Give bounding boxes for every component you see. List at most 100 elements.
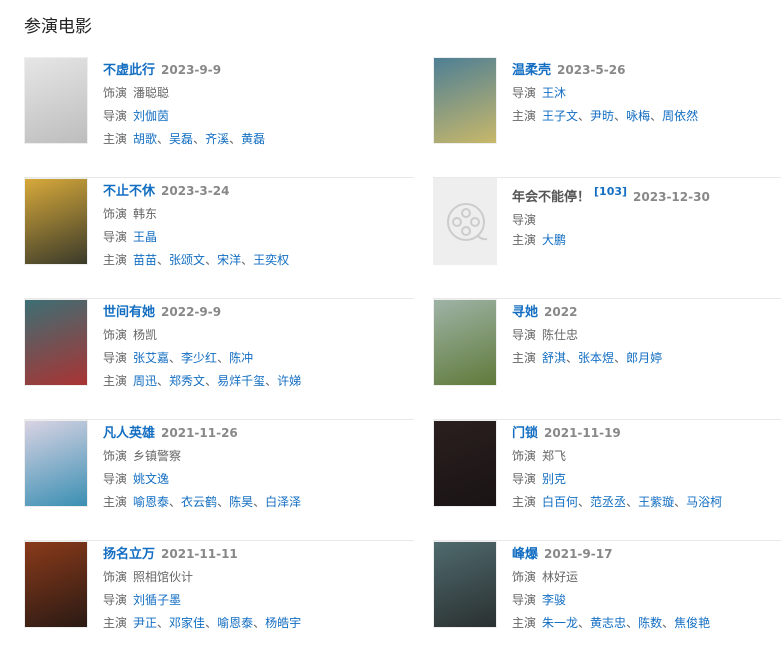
person-name[interactable]: 范丞丞 bbox=[590, 495, 627, 509]
person-name[interactable]: 焦俊艳 bbox=[674, 616, 711, 630]
person-name[interactable]: 宋洋 bbox=[217, 253, 242, 267]
separator: 、 bbox=[566, 351, 579, 365]
separator: 、 bbox=[217, 351, 230, 365]
person-name[interactable]: 张本煜 bbox=[578, 351, 615, 365]
separator: 、 bbox=[205, 616, 218, 630]
role-label: 饰演 bbox=[103, 570, 128, 584]
citation-link[interactable]: [103] bbox=[594, 185, 628, 198]
person-name[interactable]: 易烊千玺 bbox=[217, 374, 266, 388]
movie-info: 门锁 2021-11-19 饰演 郑飞 导演 别克 主演 白百何、范丞丞、王紫璇、马浴柯 bbox=[512, 422, 722, 514]
movie-poster[interactable] bbox=[433, 541, 497, 628]
person-name[interactable]: 王奕权 bbox=[253, 253, 290, 267]
person-name[interactable]: 刘循子墨 bbox=[133, 593, 182, 607]
separator: 、 bbox=[578, 109, 591, 123]
person-name[interactable]: 郎月婷 bbox=[626, 351, 663, 365]
person-name[interactable]: 周迅 bbox=[133, 374, 158, 388]
release-date: 2022-9-9 bbox=[161, 305, 222, 319]
person-name[interactable]: 大鹏 bbox=[542, 233, 567, 247]
person-name[interactable]: 咏梅 bbox=[626, 109, 651, 123]
movie-poster[interactable] bbox=[433, 57, 497, 144]
person-name[interactable]: 周依然 bbox=[662, 109, 699, 123]
person-name[interactable]: 陈冲 bbox=[229, 351, 254, 365]
role-row: 导演 陈仕忠 bbox=[512, 324, 662, 347]
role-label: 主演 bbox=[512, 233, 537, 247]
person-name[interactable]: 舒淇 bbox=[542, 351, 567, 365]
poster-placeholder[interactable] bbox=[433, 178, 497, 265]
role-label: 主演 bbox=[103, 616, 128, 630]
person-name[interactable]: 李骏 bbox=[542, 593, 567, 607]
movie-poster[interactable] bbox=[433, 420, 497, 507]
person-name[interactable]: 黄志忠 bbox=[590, 616, 627, 630]
person-name[interactable]: 齐溪 bbox=[205, 132, 230, 146]
movie-title[interactable]: 峰爆 bbox=[512, 547, 539, 562]
movie-title[interactable]: 凡人英雄 bbox=[103, 426, 156, 441]
movie-poster[interactable] bbox=[24, 420, 88, 507]
role-row: 饰演 照相馆伙计 bbox=[103, 566, 301, 589]
role-row: 主演 周迅、郑秀文、易烊千玺、许娣 bbox=[103, 370, 301, 393]
person-name[interactable]: 王沐 bbox=[542, 86, 567, 100]
movie-item: 扬名立万 2021-11-11 饰演 照相馆伙计 导演 刘循子墨 主演 尹正、邓家佳、喻恩泰、… bbox=[24, 541, 394, 662]
role-row: 饰演 潘聪聪 bbox=[103, 82, 265, 105]
movie-poster[interactable] bbox=[433, 299, 497, 386]
separator: 、 bbox=[169, 495, 182, 509]
role-label: 主演 bbox=[512, 351, 537, 365]
person-name[interactable]: 白百何 bbox=[542, 495, 579, 509]
person-name[interactable]: 陈数 bbox=[638, 616, 663, 630]
person-name[interactable]: 陈昊 bbox=[229, 495, 254, 509]
movie-poster[interactable] bbox=[24, 299, 88, 386]
person-name[interactable]: 王子文 bbox=[542, 109, 579, 123]
person-name[interactable]: 姚文逸 bbox=[133, 472, 170, 486]
movie-title[interactable]: 寻她 bbox=[512, 305, 539, 320]
person-name[interactable]: 喻恩泰 bbox=[217, 616, 254, 630]
person-name[interactable]: 黄磊 bbox=[241, 132, 266, 146]
role-label: 导演 bbox=[103, 593, 128, 607]
person-name[interactable]: 王紫璇 bbox=[638, 495, 675, 509]
release-date: 2022 bbox=[544, 305, 578, 319]
person-name[interactable]: 刘伽茵 bbox=[133, 109, 170, 123]
person-name[interactable]: 衣云鹤 bbox=[181, 495, 218, 509]
role-label: 导演 bbox=[103, 109, 128, 123]
movie-title[interactable]: 扬名立万 bbox=[103, 547, 156, 562]
movie-title[interactable]: 门锁 bbox=[512, 426, 539, 441]
person-name[interactable]: 喻恩泰 bbox=[133, 495, 170, 509]
movie-poster[interactable] bbox=[24, 57, 88, 144]
person-name[interactable]: 郑秀文 bbox=[169, 374, 206, 388]
movie-poster[interactable] bbox=[24, 541, 88, 628]
separator: 、 bbox=[157, 616, 170, 630]
person-name[interactable]: 朱一龙 bbox=[542, 616, 579, 630]
person-name[interactable]: 许娣 bbox=[277, 374, 302, 388]
movie-title[interactable]: 世间有她 bbox=[103, 305, 156, 320]
person-name[interactable]: 邓家佳 bbox=[169, 616, 206, 630]
separator: 、 bbox=[253, 616, 266, 630]
person-name[interactable]: 尹昉 bbox=[590, 109, 615, 123]
person-name[interactable]: 别克 bbox=[542, 472, 567, 486]
person-name[interactable]: 王晶 bbox=[133, 230, 158, 244]
role-row: 饰演 郑飞 bbox=[512, 445, 722, 468]
person-name[interactable]: 白泽泽 bbox=[265, 495, 302, 509]
role-row: 导演 别克 bbox=[512, 468, 722, 491]
movie-item: 峰爆 2021-9-17 饰演 林好运 导演 李骏 主演 朱一龙、黄志忠、陈数、焦俊艳 bbox=[433, 541, 781, 662]
person-name[interactable]: 张艾嘉 bbox=[133, 351, 170, 365]
person-name[interactable]: 张颂文 bbox=[169, 253, 206, 267]
role-row: 主演 舒淇、张本煜、郎月婷 bbox=[512, 347, 662, 370]
role-label: 导演 bbox=[103, 351, 128, 365]
person-name[interactable]: 李少红 bbox=[181, 351, 218, 365]
person-name[interactable]: 尹正 bbox=[133, 616, 158, 630]
role-label: 饰演 bbox=[512, 570, 537, 584]
movie-title[interactable]: 不止不休 bbox=[103, 184, 156, 199]
role-label: 饰演 bbox=[103, 328, 128, 342]
person-name[interactable]: 苗苗 bbox=[133, 253, 158, 267]
role-label: 导演 bbox=[512, 213, 537, 227]
person-name[interactable]: 吴磊 bbox=[169, 132, 194, 146]
person-name[interactable]: 胡歌 bbox=[133, 132, 158, 146]
separator: 、 bbox=[626, 616, 639, 630]
movie-info: 温柔壳 2023-5-26 导演 王沐 主演 王子文、尹昉、咏梅、周依然 bbox=[512, 59, 698, 128]
separator: 、 bbox=[614, 109, 627, 123]
role-label: 导演 bbox=[103, 230, 128, 244]
person-name[interactable]: 杨皓宇 bbox=[265, 616, 302, 630]
movie-info: 寻她 2022 导演 陈仕忠 主演 舒淇、张本煜、郎月婷 bbox=[512, 301, 662, 370]
movie-title[interactable]: 温柔壳 bbox=[512, 63, 552, 78]
person-name[interactable]: 马浴柯 bbox=[686, 495, 723, 509]
movie-title[interactable]: 不虚此行 bbox=[103, 63, 156, 78]
movie-poster[interactable] bbox=[24, 178, 88, 265]
